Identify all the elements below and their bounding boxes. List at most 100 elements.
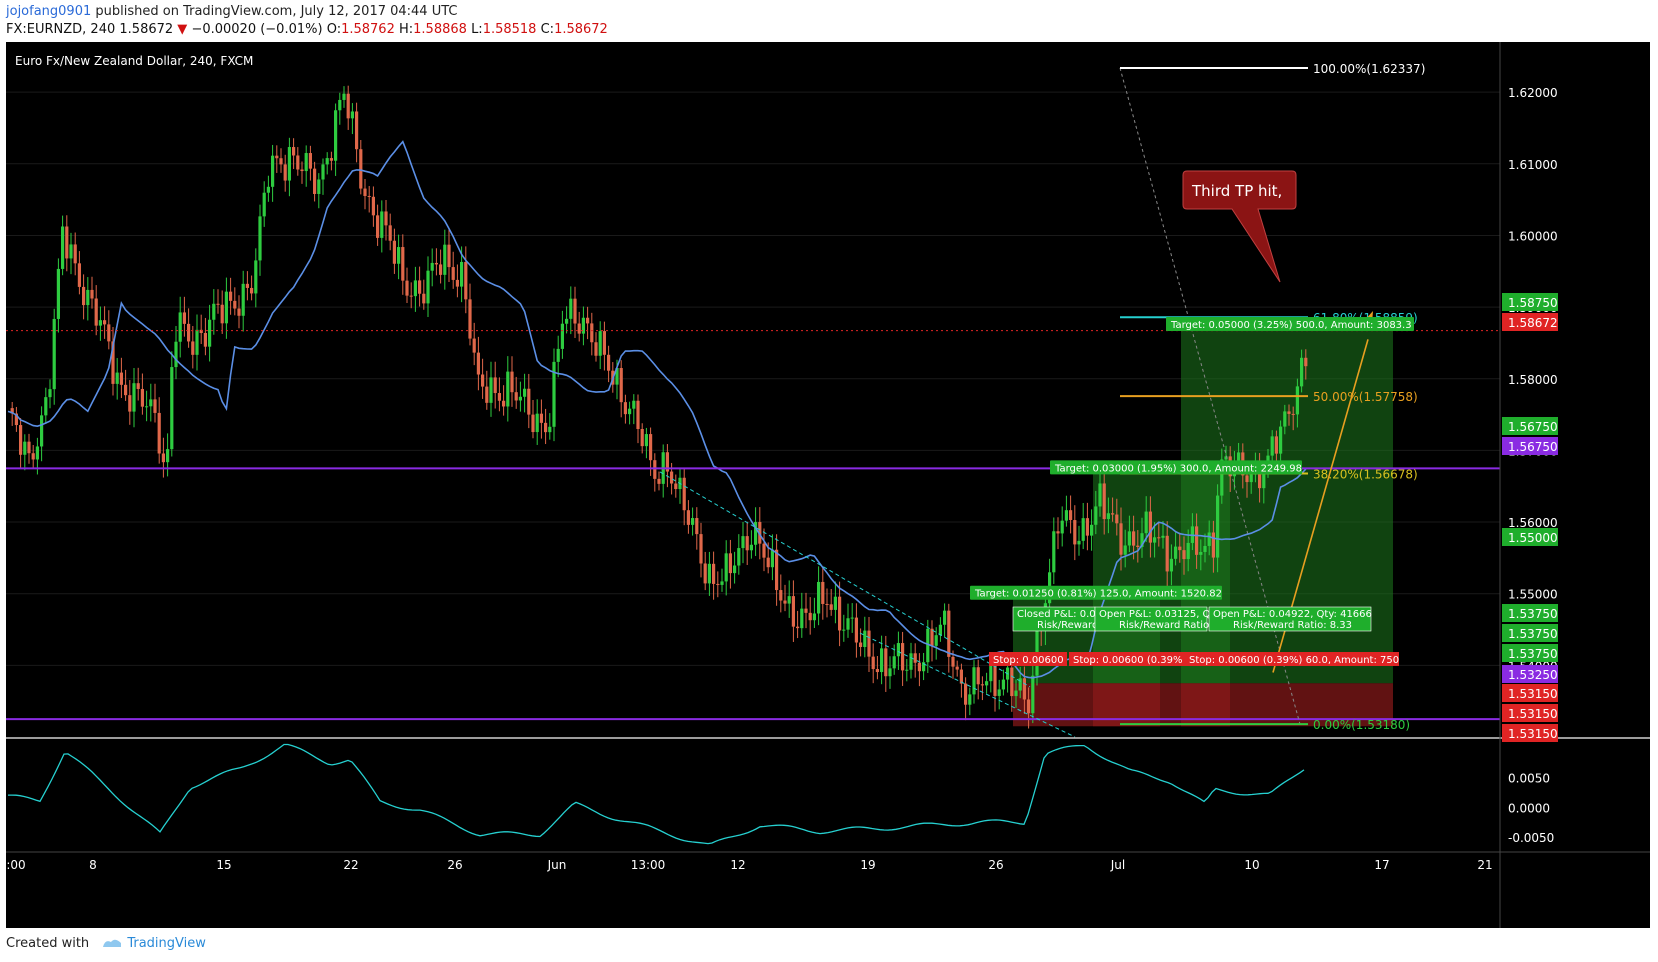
fib-level-label: 0.00%(1.53180) [1313,718,1410,732]
candle-body [371,196,375,216]
time-tick-label: 21 [1477,858,1492,872]
candle-body [52,318,56,390]
callout-text: Third TP hit, [1191,182,1282,200]
candle-body [1094,506,1098,525]
candle-body [308,153,312,169]
target-label-box [1166,317,1414,332]
candle-body [569,298,573,319]
candle-body [216,303,220,305]
candle-body [1178,546,1182,551]
pnl-label: Open P&L: 0.04922, Qty: 41666 [1213,609,1372,620]
candle-body [1123,545,1127,555]
candle-body [1077,540,1081,545]
candle-body [329,158,333,161]
candle-body [901,643,905,671]
candle-body [292,147,296,156]
candle-body [779,590,783,601]
candle-body [48,389,52,398]
chart-background [6,42,1650,928]
candle-body [716,583,720,585]
price-tag-label: 1.56750 [1508,420,1558,434]
candle-body [107,324,111,342]
candle-body [35,446,39,460]
candle-body [157,412,161,454]
candle-body [1216,495,1220,558]
close-value: 1.58672 [554,22,608,37]
candle-body [1283,411,1287,427]
candle-body [964,683,968,705]
candle-body [224,291,228,324]
candle-body [615,368,619,385]
risk-reward-label: Risk/Reward [1037,620,1098,631]
price-tag-label: 1.53250 [1508,668,1558,682]
candle-body [443,244,447,275]
risk-reward-label: Risk/Reward Ratio: 8.33 [1233,620,1352,631]
candle-body [905,669,909,671]
candle-body [674,483,678,490]
candle-body [989,661,993,682]
candle-body [1182,550,1186,560]
candle-body [413,280,417,297]
candle-body [804,608,808,613]
candle-body [384,211,388,226]
candle-body [27,441,31,454]
candle-body [695,518,699,535]
candle-body [334,110,338,161]
pnl-box [1094,606,1208,632]
price-tag [1502,313,1558,331]
candle-body [724,553,728,582]
candle-body [649,434,653,461]
pnl-box [1012,606,1096,632]
candle-body [94,298,98,326]
candle-body [628,408,632,415]
candle-body [623,402,627,415]
candle-body [783,600,787,604]
candle-body [481,374,485,387]
candle-body [796,626,800,629]
candle-body [1010,667,1014,697]
candle-body [1195,526,1199,555]
created-with: Created with [6,936,90,951]
price-tag-label: 1.53750 [1508,647,1558,661]
candle-body [968,694,972,705]
candle-body [1060,520,1064,534]
callout-bubble [1182,170,1297,283]
candle-body [573,298,577,324]
candle-body [703,563,707,584]
author-link[interactable]: jojofang0901 [6,4,92,19]
price-tag-label: 1.53150 [1508,687,1558,701]
candle-body [972,667,976,695]
candle-body [1127,531,1131,546]
candle-body [434,262,438,265]
candle-body [1249,474,1253,483]
pnl-box [1208,606,1372,632]
time-tick-label: 19 [860,858,875,872]
candle-body [56,268,60,319]
candle-body [1245,475,1249,483]
candle-body [355,111,359,150]
price-tag [1502,528,1558,546]
high-value: 1.58868 [413,22,467,37]
candle-body [287,147,291,181]
candle-body [359,149,363,189]
candle-body [833,596,837,610]
candle-body [266,186,270,193]
price-tag [1502,644,1558,662]
candle-body [153,399,157,413]
candle-body [985,681,989,686]
candle-body [1027,699,1031,714]
candle-body [1031,675,1035,714]
target-label: Target: 0.01250 (0.81%) 125.0, Amount: 1… [974,589,1222,600]
open-value: 1.58762 [341,22,395,37]
price-chart[interactable]: 100.00%(1.62337)61.80%(1.58859)50.00%(1.… [0,0,1658,930]
candle-body [880,648,884,673]
candle-body [136,383,140,389]
price-change: −0.00020 (−0.01%) [191,22,323,37]
price-tag [1502,604,1558,622]
candle-body [1081,518,1085,541]
candle-body [976,667,980,685]
price-tick-label: 1.62000 [1508,86,1558,100]
candle-body [422,293,426,304]
candle-body [119,372,123,385]
tradingview-brand[interactable]: TradingView [127,936,206,951]
